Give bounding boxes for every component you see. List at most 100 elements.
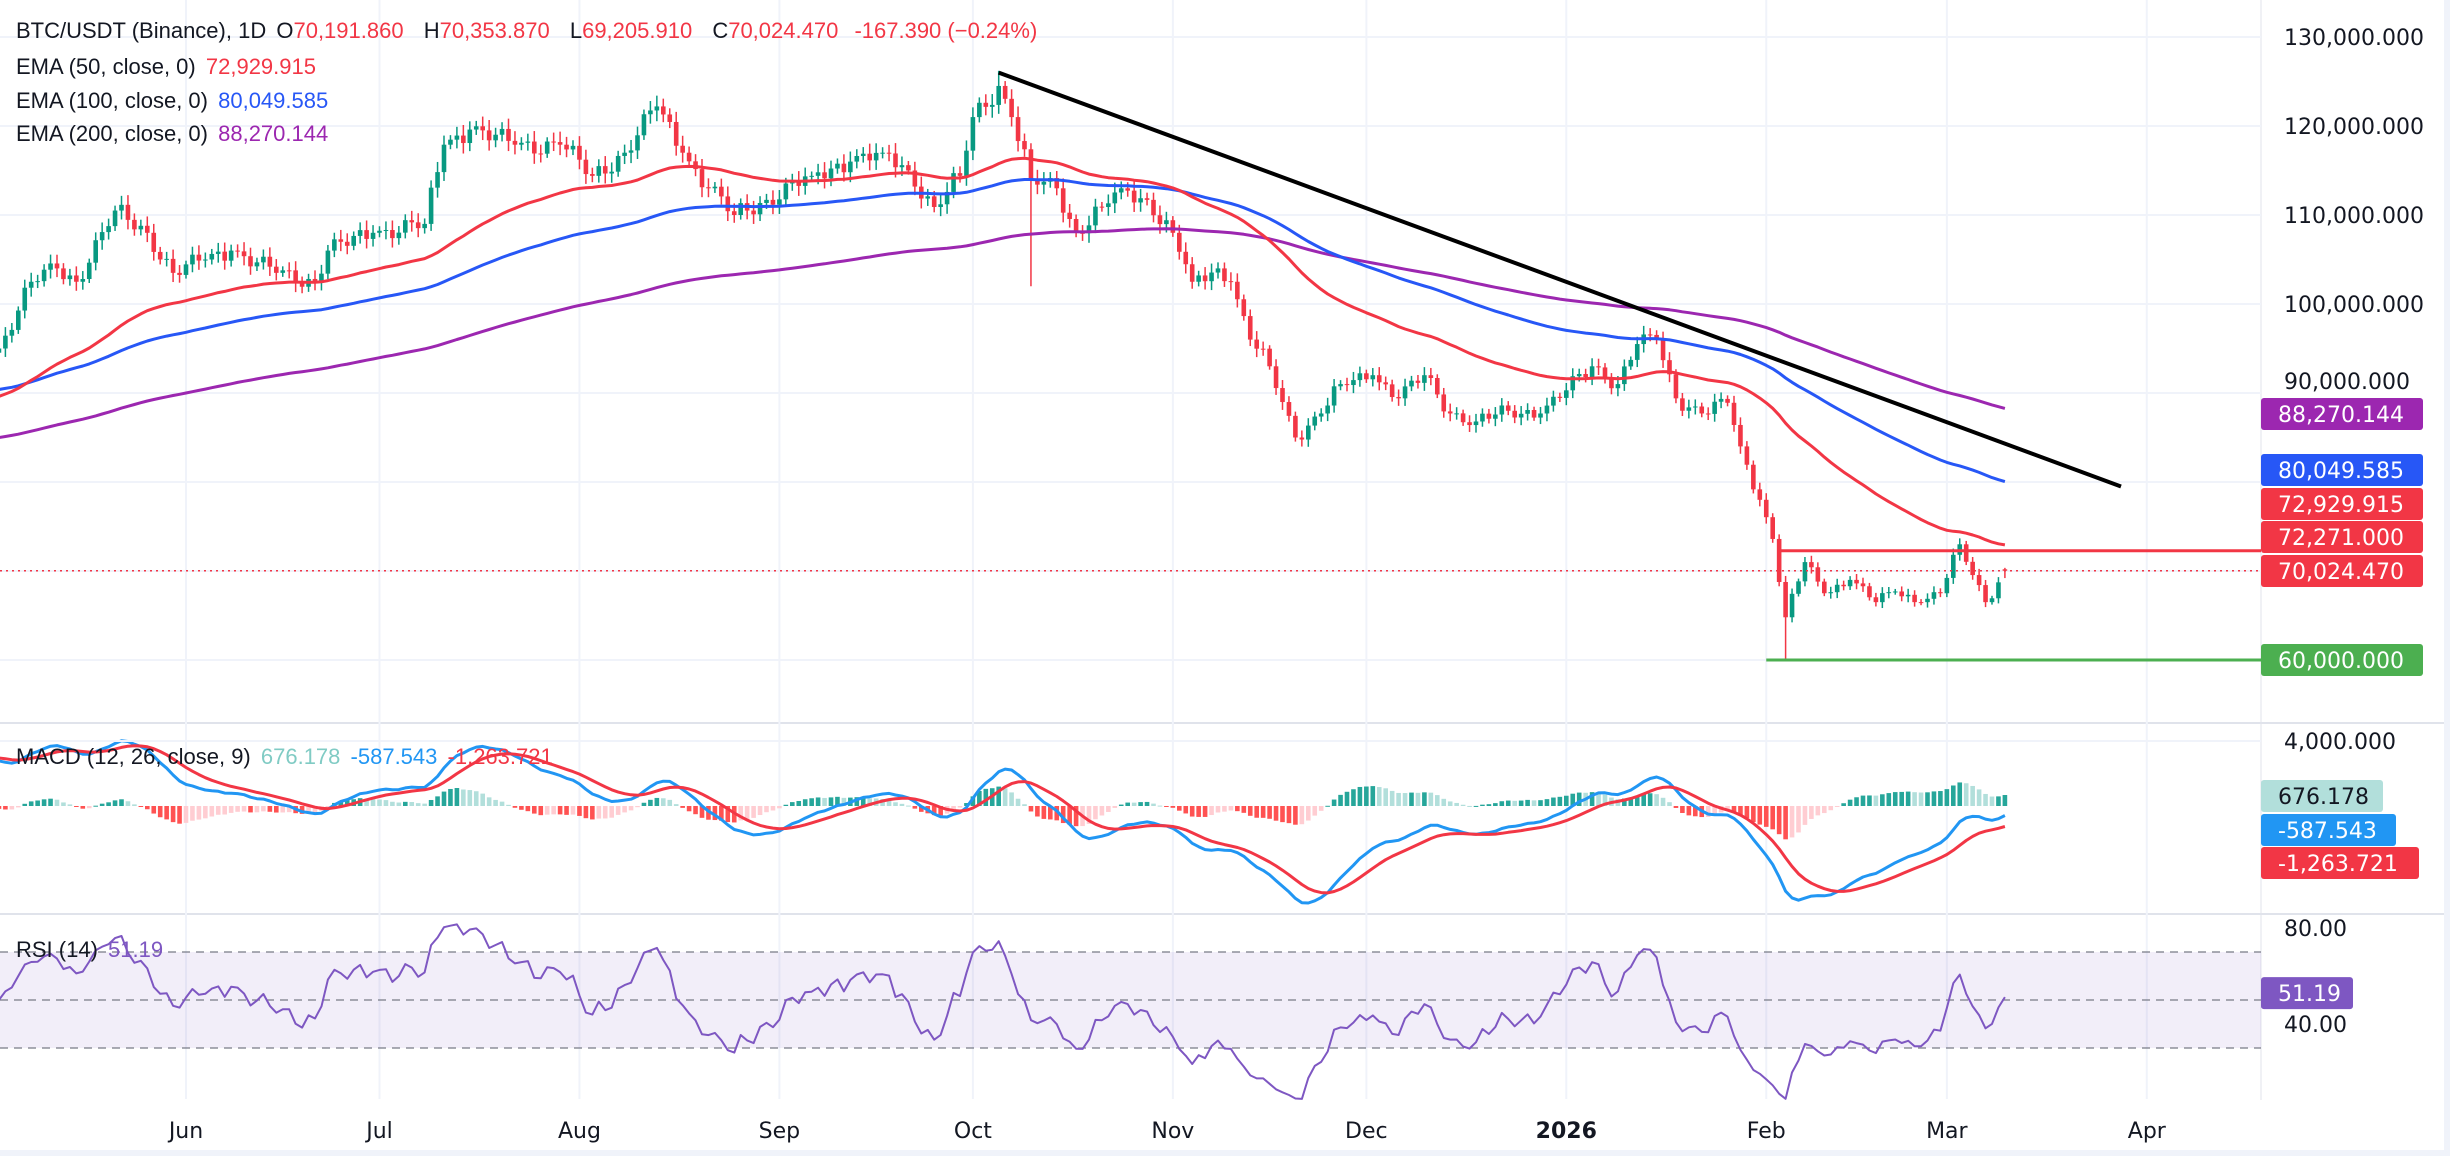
- candle: [1293, 411, 1298, 442]
- candle: [1409, 375, 1414, 392]
- macd-histogram-bar: [1441, 798, 1447, 806]
- macd-hist-value: 676.178: [260, 744, 341, 769]
- macd-histogram-bar: [383, 800, 389, 806]
- macd-histogram-bar: [699, 806, 705, 818]
- ema50-axis-label-bg: [2261, 488, 2423, 520]
- macd-histogram-bar: [1370, 786, 1376, 806]
- macd-histogram-bar: [577, 806, 582, 816]
- candle-body: [628, 150, 634, 153]
- candle-body: [1318, 413, 1324, 417]
- candle: [215, 242, 221, 263]
- candle: [1834, 578, 1840, 599]
- macd-histogram-bar: [1822, 806, 1827, 814]
- candle: [41, 264, 47, 287]
- candle-body: [1183, 251, 1189, 265]
- candle-body: [815, 172, 821, 176]
- ema200-legend[interactable]: EMA (200, close, 0) 88,270.144: [16, 121, 332, 147]
- macd-histogram-bar: [996, 786, 1001, 806]
- candle: [1370, 368, 1376, 387]
- candle: [996, 70, 1001, 114]
- candle-body: [164, 258, 169, 260]
- candle-body: [1802, 562, 1808, 582]
- last-price-axis-label: 70,024.470: [2261, 555, 2423, 587]
- macd-histogram-bar: [1351, 789, 1356, 806]
- macd-histogram-bar: [1983, 793, 1988, 806]
- macd-histogram-bar: [86, 806, 92, 809]
- candle: [1705, 407, 1711, 421]
- candle: [54, 254, 60, 278]
- macd-histogram-bar: [209, 806, 215, 817]
- macd-histogram-bar: [1202, 806, 1208, 817]
- trendline[interactable]: [998, 70, 2122, 489]
- macd-line-axis-label-text: -587.543: [2278, 819, 2377, 844]
- candle-body: [203, 259, 208, 261]
- macd-histogram-bar: [506, 804, 511, 806]
- candle-body: [145, 225, 150, 233]
- ema100-legend[interactable]: EMA (100, close, 0) 80,049.585: [16, 88, 332, 114]
- candle-body: [1357, 373, 1363, 381]
- candle: [1447, 403, 1453, 422]
- candle-body: [1963, 544, 1969, 562]
- macd-signal-axis-label: -1,263.721: [2261, 847, 2419, 879]
- rsi-band: [0, 952, 2261, 1048]
- macd-histogram-bar: [667, 799, 673, 806]
- candle: [1518, 406, 1524, 426]
- macd-histogram-bar: [1183, 806, 1189, 814]
- candle-body: [996, 85, 1001, 105]
- candle-body: [351, 235, 356, 246]
- candle: [1351, 371, 1356, 394]
- candle-body: [448, 139, 453, 145]
- candle-body: [1731, 402, 1737, 425]
- candle-body: [764, 199, 769, 203]
- macd-histogram-bar: [641, 802, 647, 806]
- rsi-legend[interactable]: RSI (14) 51.19: [16, 937, 167, 963]
- macd-histogram-bar: [1041, 806, 1047, 819]
- macd-histogram-bar: [1435, 795, 1440, 806]
- macd-histogram-bar: [215, 806, 221, 815]
- candle-body: [1705, 413, 1711, 415]
- candle: [1673, 369, 1679, 404]
- candle: [809, 171, 814, 181]
- macd-histogram-bar: [661, 798, 666, 806]
- symbol-legend: BTC/USDT (Binance), 1D O70,191.860 H70,3…: [16, 18, 1041, 44]
- y-tick-label: 130,000.000: [2284, 26, 2424, 51]
- candle-body: [615, 155, 621, 172]
- macd-signal-axis-label-text: -1,263.721: [2278, 852, 2398, 877]
- ema50-legend[interactable]: EMA (50, close, 0) 72,929.915: [16, 54, 320, 80]
- x-tick-label: Mar: [1926, 1119, 1968, 1144]
- symbol-title: BTC/USDT (Binance), 1D: [16, 18, 267, 43]
- candle-body: [312, 278, 318, 282]
- macd-histogram-bar: [1976, 789, 1982, 806]
- macd-histogram-bar: [1525, 799, 1530, 806]
- candle: [1596, 358, 1601, 376]
- candle-body: [661, 106, 666, 115]
- candle: [1280, 380, 1285, 410]
- candle: [854, 149, 860, 169]
- candle-body: [1499, 405, 1505, 415]
- candle-body: [725, 196, 731, 212]
- macd-histogram-bar: [712, 806, 718, 821]
- candle-body: [1325, 405, 1330, 414]
- candle-body: [673, 121, 679, 146]
- candle: [1028, 143, 1034, 287]
- macd-legend[interactable]: MACD (12, 26, close, 9) 676.178 -587.543…: [16, 744, 557, 770]
- candle-body: [1035, 179, 1040, 185]
- macd-histogram-bar: [196, 806, 202, 820]
- candle-body: [1938, 592, 1943, 594]
- macd-histogram-bar: [835, 796, 840, 806]
- candle-body: [1570, 376, 1576, 391]
- candle: [428, 180, 434, 231]
- candle-body: [1841, 584, 1846, 587]
- macd-histogram-bar: [738, 806, 743, 821]
- candle: [970, 107, 976, 161]
- macd-signal-axis-label-bg: [2261, 847, 2419, 879]
- macd-histogram-bar: [1228, 806, 1234, 811]
- candle-body: [841, 163, 847, 173]
- macd-histogram-bar: [228, 806, 234, 813]
- candle-body: [1247, 316, 1253, 340]
- candle: [1112, 182, 1118, 214]
- macd-histogram-bar: [435, 796, 440, 806]
- macd-histogram-bar: [1654, 794, 1659, 806]
- candle-body: [886, 152, 892, 154]
